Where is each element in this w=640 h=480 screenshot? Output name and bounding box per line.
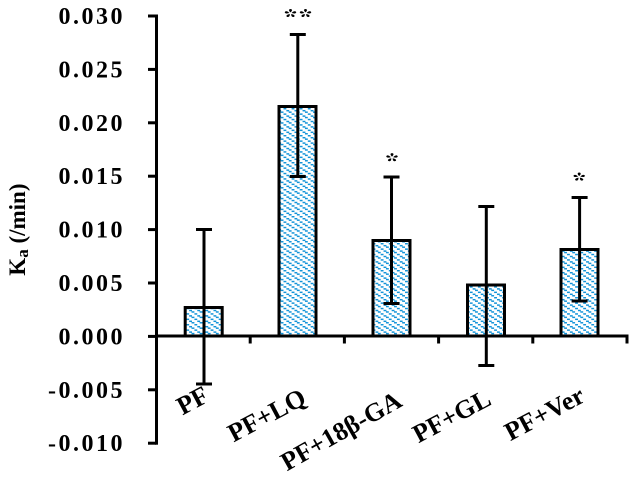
svg-text:Ka (/min): Ka (/min)	[5, 183, 32, 275]
svg-text:0.000: 0.000	[59, 324, 126, 350]
svg-text:-0.010: -0.010	[48, 431, 125, 457]
svg-text:0.005: 0.005	[59, 271, 126, 297]
svg-text:0.015: 0.015	[59, 164, 126, 190]
svg-text:0.020: 0.020	[59, 111, 126, 137]
svg-text:0.030: 0.030	[59, 4, 126, 30]
svg-text:-0.005: -0.005	[48, 378, 125, 404]
svg-text:0.010: 0.010	[59, 218, 126, 244]
svg-text:0.025: 0.025	[59, 57, 126, 83]
